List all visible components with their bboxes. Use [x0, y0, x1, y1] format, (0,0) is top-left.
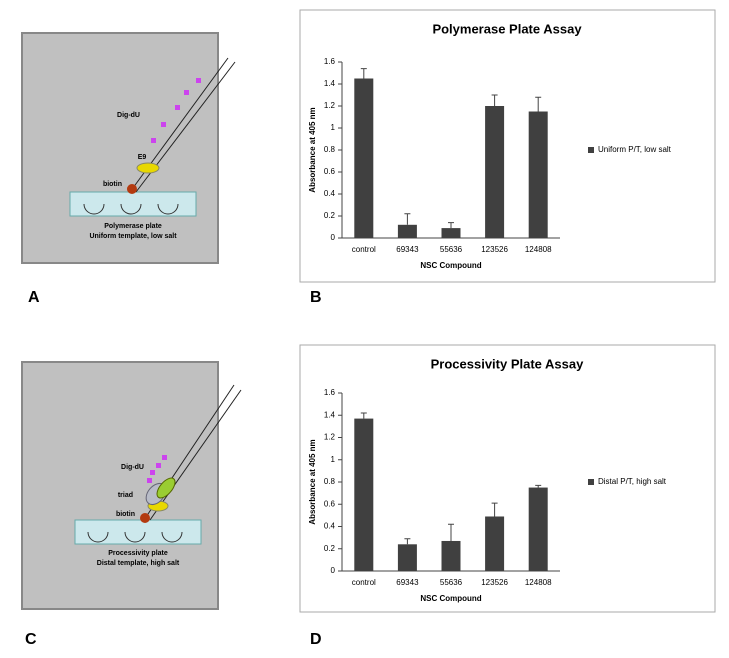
- y-tick-label: 1.6: [324, 388, 336, 397]
- bar: [397, 544, 417, 571]
- y-tick-label: 1.2: [324, 101, 336, 110]
- error-bar: [404, 213, 411, 225]
- panel-label: C: [25, 631, 37, 648]
- x-tick-label: 124808: [525, 245, 552, 254]
- diagram-caption: Processivity plate: [108, 550, 168, 557]
- y-tick-label: 1.6: [324, 57, 336, 66]
- y-tick-label: 0.6: [324, 499, 336, 508]
- error-bar: [535, 96, 542, 112]
- y-tick-label: 1.4: [324, 410, 336, 419]
- y-tick-label: 0.8: [324, 145, 336, 154]
- error-bar: [360, 412, 367, 419]
- y-tick-label: 0.8: [324, 477, 336, 486]
- legend-swatch: [588, 147, 594, 153]
- panel-label: B: [310, 289, 322, 306]
- x-tick-label: 69343: [396, 245, 419, 254]
- y-axis-label: Absorbance at 405 nm: [308, 107, 317, 192]
- y-tick-label: 0.2: [324, 544, 336, 553]
- bar: [354, 418, 374, 571]
- bar: [441, 228, 461, 238]
- bar: [354, 78, 374, 238]
- diagram-a: Dig-dU E9 biotin Polymerase plate Unifor…: [21, 32, 236, 264]
- error-bar: [535, 484, 542, 488]
- diagram-label: biotin: [103, 181, 122, 188]
- panel-label: D: [310, 631, 322, 648]
- y-tick-label: 1: [331, 123, 336, 132]
- legend-swatch: [588, 479, 594, 485]
- x-tick-label: 55636: [440, 578, 463, 587]
- bar: [528, 487, 548, 571]
- diagram-label: Dig-dU: [121, 464, 144, 471]
- diagram-label: biotin: [116, 511, 135, 518]
- diagram-label: triad: [118, 492, 133, 499]
- x-tick-label: control: [352, 245, 376, 254]
- error-bar: [404, 538, 411, 545]
- bar: [441, 540, 461, 571]
- bar: [485, 106, 505, 238]
- legend-label: Distal P/T, high salt: [598, 477, 667, 486]
- error-bar: [448, 222, 454, 229]
- diagram-caption: Polymerase plate: [104, 223, 162, 230]
- y-tick-label: 1.2: [324, 433, 336, 442]
- error-bar: [491, 502, 498, 517]
- x-tick-label: 123526: [481, 578, 508, 587]
- bar: [528, 111, 548, 238]
- x-axis-label: NSC Compound: [420, 261, 481, 270]
- x-tick-label: 124808: [525, 578, 552, 587]
- y-axis-label: Absorbance at 405 nm: [308, 439, 317, 524]
- error-bar: [360, 68, 367, 79]
- y-tick-label: 0.4: [324, 189, 336, 198]
- diagram-label: E9: [138, 154, 147, 161]
- y-tick-label: 1.4: [324, 79, 336, 88]
- chart-title: Polymerase Plate Assay: [432, 21, 582, 36]
- chart-title: Processivity Plate Assay: [431, 356, 584, 371]
- error-bar: [448, 523, 454, 541]
- error-bar: [491, 94, 498, 106]
- panel-label: A: [28, 289, 40, 306]
- x-tick-label: 69343: [396, 578, 419, 587]
- x-tick-label: 55636: [440, 245, 463, 254]
- x-axis-label: NSC Compound: [420, 594, 481, 603]
- diagram-caption: Uniform template, low salt: [89, 233, 177, 240]
- y-tick-label: 0.6: [324, 167, 336, 176]
- y-tick-label: 1: [331, 455, 336, 464]
- bar: [397, 224, 417, 238]
- diagram-c: Dig-dU triad biotin Processivity plate D…: [21, 361, 242, 610]
- y-tick-label: 0: [331, 566, 336, 575]
- x-tick-label: control: [352, 578, 376, 587]
- y-tick-label: 0: [331, 233, 336, 242]
- bar: [485, 516, 505, 571]
- y-tick-label: 0.4: [324, 522, 336, 531]
- diagram-label: Dig-dU: [117, 112, 140, 119]
- y-tick-label: 0.2: [324, 211, 336, 220]
- x-tick-label: 123526: [481, 245, 508, 254]
- legend-label: Uniform P/T, low salt: [598, 145, 672, 154]
- diagram-caption: Distal template, high salt: [97, 560, 180, 567]
